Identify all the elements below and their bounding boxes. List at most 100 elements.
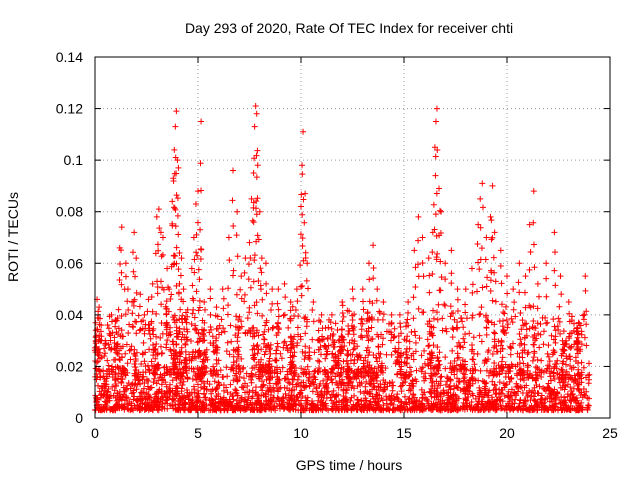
data-point xyxy=(419,364,426,371)
data-point xyxy=(316,358,323,365)
data-point xyxy=(383,405,390,412)
data-point xyxy=(395,345,402,352)
data-point xyxy=(338,406,345,413)
data-point xyxy=(137,326,144,333)
data-point xyxy=(127,356,134,363)
data-point xyxy=(551,349,558,356)
data-point xyxy=(198,246,205,253)
data-point xyxy=(124,405,131,412)
data-point xyxy=(447,377,454,384)
data-point xyxy=(207,286,214,293)
data-point xyxy=(175,231,182,238)
data-point xyxy=(261,336,268,343)
data-point xyxy=(516,354,523,361)
data-point xyxy=(380,388,387,395)
data-point xyxy=(503,316,510,323)
data-point xyxy=(558,407,565,414)
data-point xyxy=(322,355,329,362)
data-point xyxy=(410,356,417,363)
data-point xyxy=(448,310,455,317)
data-point xyxy=(457,315,464,322)
data-point xyxy=(543,320,550,327)
data-point xyxy=(146,330,153,337)
data-point xyxy=(510,306,517,313)
data-point xyxy=(233,358,240,365)
data-point xyxy=(533,375,540,382)
data-point xyxy=(114,390,121,397)
data-point xyxy=(530,354,537,361)
data-point xyxy=(364,309,371,316)
data-point xyxy=(556,318,563,325)
data-point xyxy=(111,387,118,394)
data-point xyxy=(523,326,530,333)
data-point xyxy=(428,350,435,357)
data-point xyxy=(469,356,476,363)
data-point xyxy=(156,225,163,232)
data-point xyxy=(340,358,347,365)
data-point xyxy=(523,382,530,389)
data-point xyxy=(442,260,449,267)
data-point xyxy=(471,361,478,368)
data-point xyxy=(137,396,144,403)
data-point xyxy=(519,349,526,356)
data-point xyxy=(533,400,540,407)
data-point xyxy=(461,339,468,346)
data-point xyxy=(235,344,242,351)
data-point xyxy=(364,370,371,377)
data-point xyxy=(435,362,442,369)
data-point xyxy=(193,231,200,238)
data-point xyxy=(569,391,576,398)
data-point xyxy=(555,315,562,322)
data-point xyxy=(568,366,575,373)
data-point xyxy=(586,376,593,383)
data-point xyxy=(350,295,357,302)
data-point xyxy=(559,379,566,386)
data-point xyxy=(502,373,509,380)
data-point xyxy=(174,195,181,202)
data-point xyxy=(251,333,258,340)
data-point xyxy=(357,320,364,327)
data-point xyxy=(258,269,265,276)
data-point xyxy=(274,300,281,307)
data-point xyxy=(213,385,220,392)
data-point xyxy=(422,405,429,412)
data-point xyxy=(273,332,280,339)
data-point xyxy=(114,350,121,357)
data-point xyxy=(275,306,282,313)
data-point xyxy=(196,403,203,410)
data-point xyxy=(445,407,452,414)
data-point xyxy=(95,308,102,315)
data-point xyxy=(418,352,425,359)
x-tick-label: 5 xyxy=(194,425,202,441)
data-point xyxy=(209,372,216,379)
data-point xyxy=(159,234,166,241)
data-point xyxy=(244,315,251,322)
data-point xyxy=(531,264,538,271)
data-point xyxy=(427,389,434,396)
data-point xyxy=(172,370,179,377)
data-point xyxy=(468,265,475,272)
data-point xyxy=(319,325,326,332)
data-point xyxy=(157,334,164,341)
data-point xyxy=(501,393,508,400)
data-point xyxy=(499,398,506,405)
data-point xyxy=(198,384,205,391)
x-tick-label: 25 xyxy=(602,425,618,441)
data-point xyxy=(546,358,553,365)
data-point xyxy=(133,386,140,393)
data-point xyxy=(365,337,372,344)
data-point xyxy=(128,343,135,350)
data-point xyxy=(402,372,409,379)
data-point xyxy=(228,338,235,345)
data-point xyxy=(432,153,439,160)
data-point xyxy=(198,118,205,125)
data-point xyxy=(113,375,120,382)
data-point xyxy=(125,329,132,336)
data-point xyxy=(189,376,196,383)
data-point xyxy=(463,315,470,322)
data-point xyxy=(552,333,559,340)
data-point xyxy=(380,298,387,305)
data-point xyxy=(122,350,129,357)
data-point xyxy=(527,248,534,255)
